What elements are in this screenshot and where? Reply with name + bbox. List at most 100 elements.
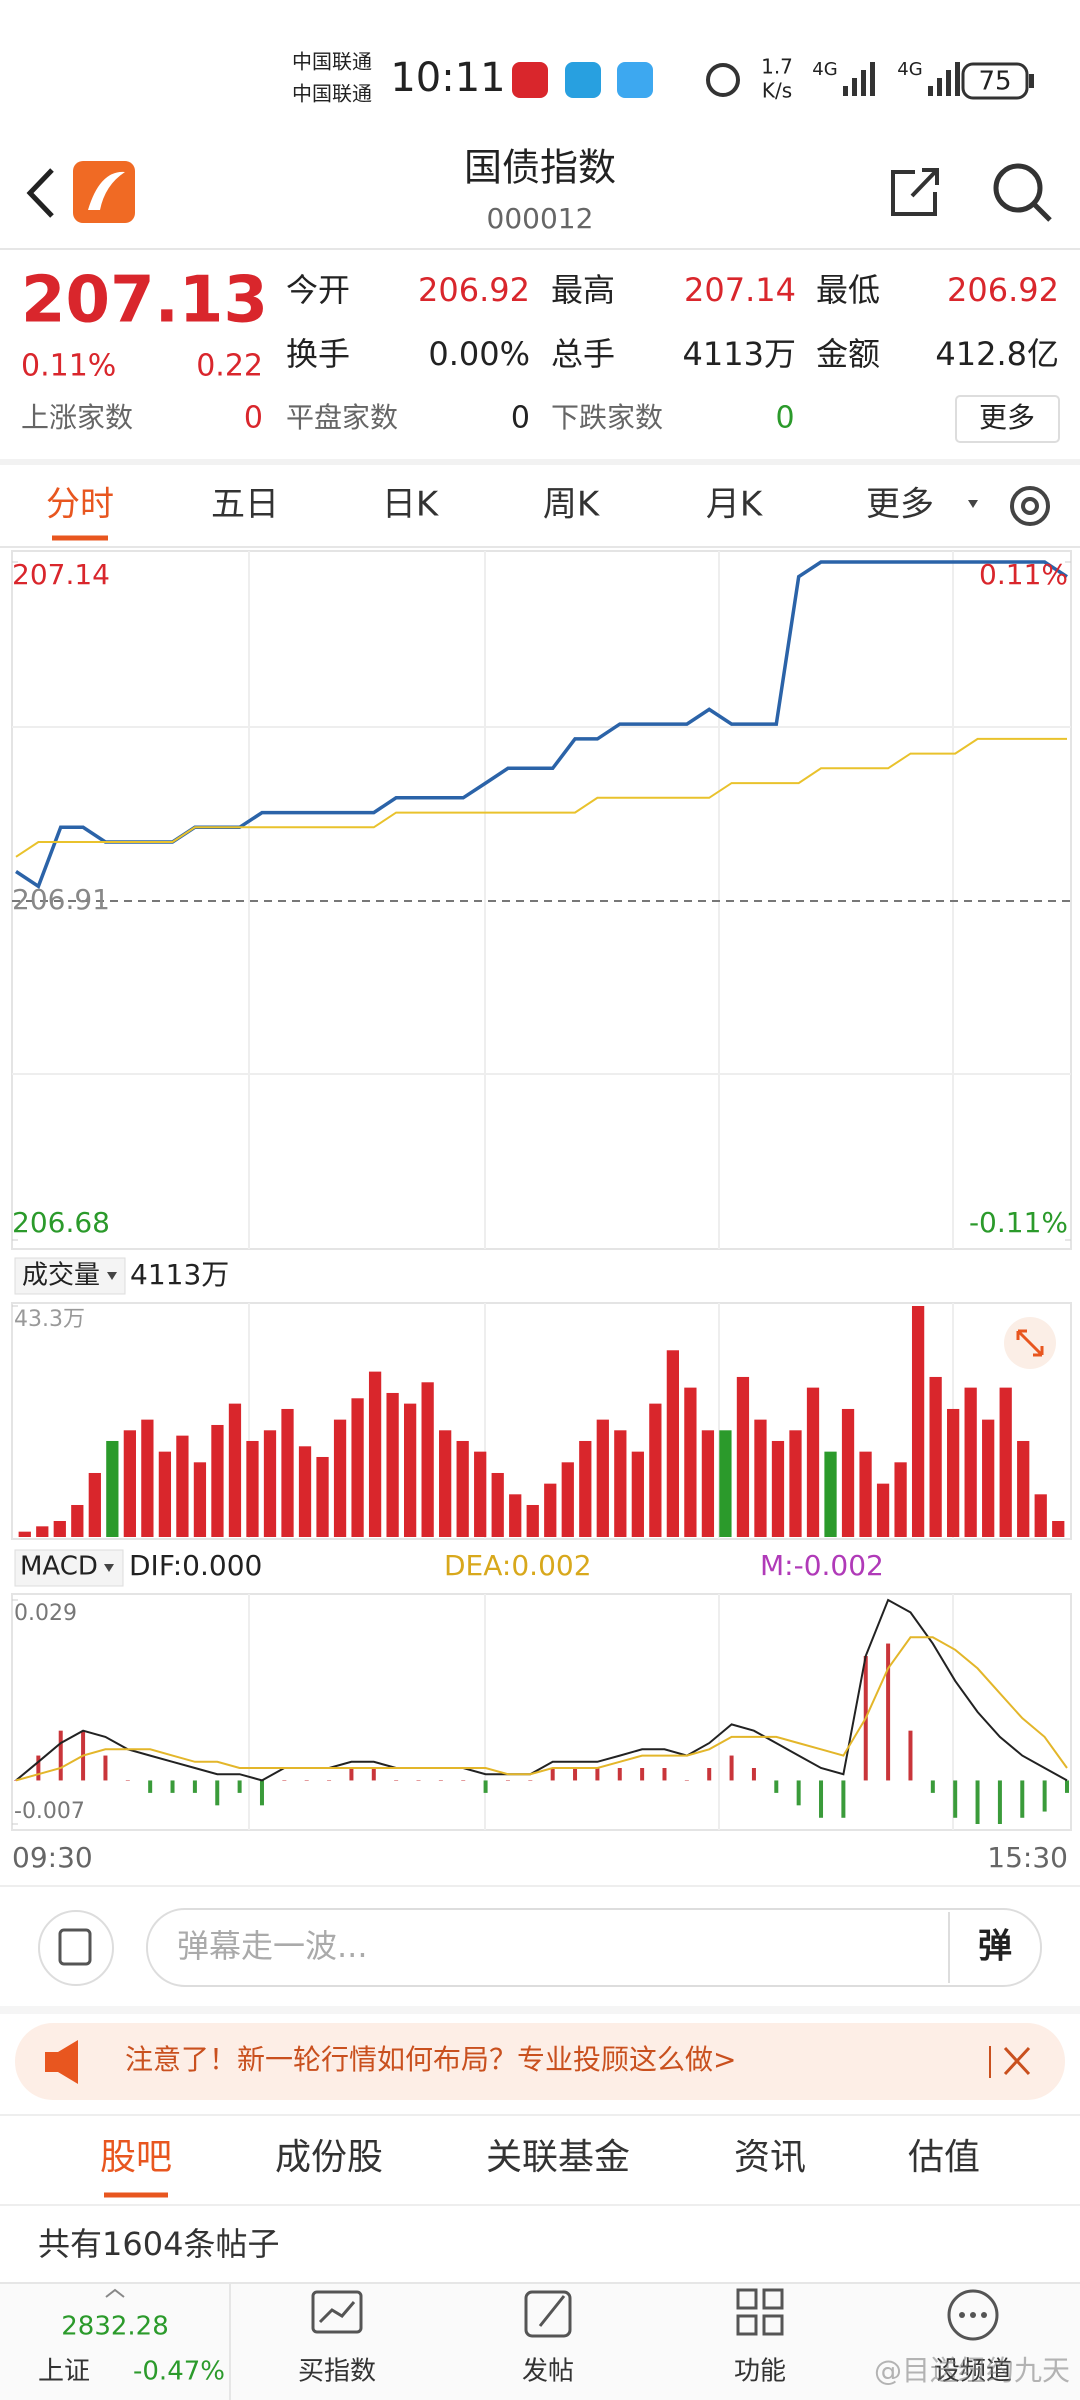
content-tab[interactable]: 资讯 [734, 2137, 806, 2178]
dif-line [15, 1598, 1068, 1782]
volume-bar [403, 1403, 417, 1537]
macd-histogram-bar [170, 1780, 175, 1793]
banner-text[interactable]: 注意了！新一轮行情如何布局？专业投顾这么做> [125, 2043, 736, 2076]
volume-bar [666, 1350, 680, 1537]
volume-bar [1017, 1440, 1030, 1537]
content-tab[interactable]: 股吧 [100, 2137, 172, 2178]
volume-bar [1034, 1494, 1047, 1537]
dots [959, 2312, 987, 2318]
content-tab[interactable]: 估值 [908, 2137, 980, 2178]
volume-bar [719, 1430, 732, 1537]
net-speed-unit: K/s [762, 79, 792, 103]
volume-bar [228, 1403, 242, 1537]
chart-tab[interactable]: 周K [543, 485, 601, 525]
footer-button[interactable]: 发帖 [522, 2357, 574, 2387]
volume-bar [544, 1483, 557, 1537]
macd-histogram-bar [304, 1780, 309, 1781]
macd-histogram-bar [774, 1780, 779, 1793]
reference-label: 206.91 [12, 883, 110, 916]
macd-histogram-bar [148, 1780, 153, 1793]
macd-histogram-bar [573, 1768, 578, 1781]
macd-histogram-bar [751, 1768, 756, 1781]
danmaku-toggle[interactable] [38, 1910, 114, 1986]
app-icon [512, 62, 548, 98]
macd-histogram-bar [327, 1780, 332, 1781]
megaphone-icon [45, 2040, 78, 2084]
chart-tab[interactable]: 月K [706, 485, 764, 525]
dea-label: DEA:0.002 [444, 1549, 592, 1582]
footer-button[interactable]: 设频道 [934, 2357, 1012, 2387]
average-line [15, 737, 1067, 858]
index-value: 2832.28 [61, 2312, 169, 2342]
macd-histogram-bar [371, 1768, 376, 1781]
volume-bar [281, 1408, 294, 1537]
chart-tab[interactable]: 五日 [211, 485, 279, 525]
comment-placeholder[interactable]: 弹幕走一波... [177, 1927, 368, 1965]
more-button-label[interactable]: 更多 [979, 401, 1035, 434]
volume-bar [982, 1419, 995, 1537]
volume-bar [631, 1451, 644, 1537]
chart-tab[interactable]: 分时 [46, 485, 114, 525]
quote-value: 4113万 [683, 335, 796, 373]
expand-icon [1016, 1329, 1044, 1357]
volume-bar [474, 1451, 487, 1537]
macd-histogram-bar [617, 1768, 622, 1781]
indicator-name[interactable]: MACD [20, 1552, 98, 1582]
volume-bar [509, 1494, 522, 1537]
macd-histogram-bar [640, 1768, 645, 1781]
volume-bar [789, 1430, 802, 1537]
close-button[interactable] [1003, 2046, 1031, 2076]
settings-button[interactable] [1010, 486, 1050, 526]
danmaku-button[interactable]: 弹 [978, 1927, 1012, 1967]
volume-bar [158, 1451, 172, 1537]
quote-label: 金额 [816, 335, 880, 373]
watermark: @目送纽约九天 [874, 2354, 1070, 2387]
network-type: 4G [897, 59, 922, 80]
indicator-name[interactable]: 成交量 [22, 1261, 100, 1291]
banner[interactable] [15, 2023, 1065, 2100]
macd-histogram-bar [550, 1768, 555, 1781]
dropdown-arrow [968, 500, 978, 508]
volume-bar [999, 1387, 1012, 1537]
macd-histogram-bar [684, 1780, 689, 1781]
content-tab[interactable]: 关联基金 [486, 2137, 630, 2178]
index-name: 上证 [38, 2357, 90, 2387]
volume-bar [368, 1371, 382, 1537]
volume-bar [701, 1430, 715, 1537]
time-label: 15:30 [987, 1841, 1068, 1874]
chart-tab[interactable]: 更多 [866, 485, 934, 525]
volume-bar [18, 1531, 31, 1537]
comment-input[interactable] [146, 1908, 1042, 1987]
footer-button[interactable]: 功能 [734, 2357, 786, 2387]
quote-label: 今开 [286, 271, 350, 309]
macd-histogram-bar [505, 1780, 510, 1781]
search-button[interactable] [993, 163, 1052, 222]
danmaku-icon [58, 1928, 92, 1966]
macd-histogram-bar [483, 1780, 488, 1793]
more-button[interactable] [955, 395, 1060, 443]
volume-bar [684, 1387, 697, 1537]
sync-icon [706, 63, 740, 97]
quote-label: 上涨家数 [21, 401, 133, 434]
quote-value: 0.00% [428, 335, 530, 373]
share-button[interactable] [891, 168, 939, 216]
page-title: 国债指数 [464, 146, 616, 190]
chart-tab[interactable]: 日K [382, 485, 440, 525]
macd-histogram-bar [528, 1780, 533, 1781]
volume-bar [754, 1419, 767, 1537]
dropdown-arrow [107, 1272, 117, 1280]
macd-selector[interactable] [14, 1549, 124, 1587]
footer-button[interactable]: 买指数 [298, 2357, 376, 2387]
y2-tick-label: -0.11% [969, 1206, 1068, 1239]
dropdown-arrow [104, 1564, 114, 1572]
macd-histogram-bar [58, 1730, 63, 1781]
y-tick-label: 206.68 [12, 1206, 110, 1239]
volume-selector[interactable] [14, 1257, 126, 1295]
content-tab[interactable]: 成份股 [275, 2137, 383, 2178]
volume-bar [211, 1424, 224, 1537]
macd-histogram-bar [729, 1755, 734, 1781]
macd-histogram-bar [215, 1780, 220, 1806]
y-tick-label: -0.007 [14, 1799, 85, 1824]
m-label: M:-0.002 [760, 1549, 884, 1582]
back-button[interactable] [26, 168, 54, 218]
